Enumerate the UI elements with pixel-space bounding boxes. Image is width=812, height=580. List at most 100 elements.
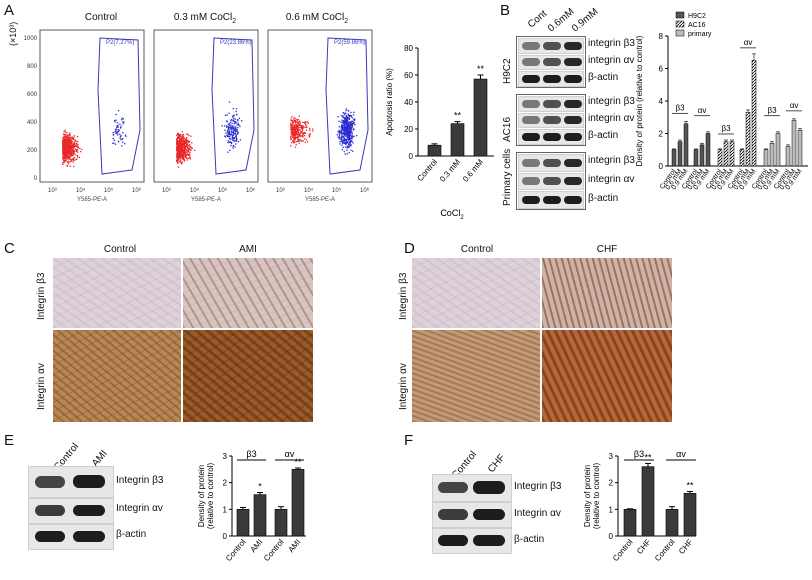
flow-gate-label: P2(59.86%) xyxy=(334,40,366,46)
y-tick-label: 2 xyxy=(609,479,614,488)
c-row-b3: Integrin β3 xyxy=(36,272,47,320)
x-tick-label: Control xyxy=(416,157,440,183)
bracket-label: β3 xyxy=(767,106,777,115)
c-ihc-ami-b3 xyxy=(183,258,313,328)
d-col-chf: CHF xyxy=(596,244,618,255)
b-band-label: β-actin xyxy=(588,129,619,141)
flow-plot-frame xyxy=(39,29,145,183)
b-blot-strip xyxy=(518,54,584,71)
x-tick-label: Control xyxy=(224,537,248,563)
bar xyxy=(641,466,655,537)
b-lane-0.9mm: 0.9mM xyxy=(570,6,601,35)
flow-x-tick: 10⁴ xyxy=(190,187,200,194)
legend-label: AC16 xyxy=(688,22,706,29)
y-tick-label: 3 xyxy=(609,452,614,461)
y-tick-label: 80 xyxy=(404,44,413,53)
d-row-b3: Integrin β3 xyxy=(398,272,409,320)
flow-plot-frame xyxy=(153,29,259,183)
bar xyxy=(274,509,288,537)
significance-mark: * xyxy=(258,482,262,492)
y-tick-label: 0 xyxy=(609,532,614,541)
panel-label-b: B xyxy=(500,2,511,19)
flow-plot-frame xyxy=(267,29,373,183)
bar xyxy=(693,149,699,167)
e-label-av: Integrin αv xyxy=(116,503,163,514)
bar xyxy=(785,146,791,167)
bar xyxy=(797,130,803,167)
b-group-box xyxy=(516,152,586,210)
y-axis-label: Density of protein xyxy=(583,465,592,527)
e-blot-actin xyxy=(28,524,114,550)
bar xyxy=(751,60,757,167)
bracket-label: αv xyxy=(676,449,686,459)
flow-x-caption: Y585-PE-A xyxy=(77,197,107,203)
b-blot-strip xyxy=(518,154,584,172)
flow-gate-label: P2(23.86%) xyxy=(220,40,252,46)
b-blot-strip xyxy=(518,112,584,129)
y-tick-label: 0 xyxy=(409,152,414,161)
y-tick-label: 4 xyxy=(659,97,664,106)
d-ihc-control-av xyxy=(412,330,540,422)
legend-swatch xyxy=(675,11,685,19)
flow-x-tick: 10⁵ xyxy=(332,187,342,194)
b-band-label: integrin αv xyxy=(588,55,635,66)
flow-x-tick: 10³ xyxy=(162,188,171,194)
y-tick-label: 2 xyxy=(659,130,664,139)
a-x-axis-label: CoCl2 xyxy=(440,208,464,221)
b-group-box xyxy=(516,94,586,146)
legend-swatch xyxy=(675,20,685,28)
flow-x-tick: 10⁴ xyxy=(304,187,314,194)
bar xyxy=(739,149,745,167)
c-ihc-control-av xyxy=(53,330,181,422)
legend-label: primary xyxy=(688,31,712,38)
c-row-av: Integrin αv xyxy=(36,363,47,410)
bar xyxy=(236,509,250,537)
panel-label-f: F xyxy=(404,432,414,449)
y-axis-label: Apoptosis ratio (%) xyxy=(385,68,394,136)
y-axis-label: Density of protein xyxy=(197,465,206,527)
x-tick-label: Control xyxy=(611,537,635,563)
panel-label-c: C xyxy=(4,240,15,257)
y-tick-label: 0 xyxy=(659,162,664,171)
bar xyxy=(723,141,729,167)
apoptosis-bar-chart: 0 20 40 60 80 Apoptosis ratio (%) Control ** 0.3… xyxy=(385,44,494,221)
c-ihc-ami-av xyxy=(183,330,313,422)
y-tick-label: 3 xyxy=(223,452,228,461)
flow-y-tick: 600 xyxy=(27,92,38,98)
b-density-bar-chart: 0 2 4 6 8 Density of protein (relative to con… xyxy=(635,11,808,191)
c-ihc-control-b3 xyxy=(53,258,181,328)
bar xyxy=(291,469,305,537)
y-tick-label: 20 xyxy=(404,125,413,134)
bar xyxy=(665,509,679,537)
y-tick-label: 0 xyxy=(223,532,228,541)
flow-x-tick: 10⁵ xyxy=(218,187,228,194)
b-lane-labels: Cont 0.6mM 0.9mM xyxy=(520,4,600,34)
flow-x-tick: 10⁵ xyxy=(104,187,114,194)
bar xyxy=(671,149,677,167)
b-lane-0.6mm: 0.6mM xyxy=(546,6,577,35)
bracket-label: αv xyxy=(744,38,753,47)
flow-x-tick: 10⁶ xyxy=(132,187,142,194)
x-tick-label: 0.3 mM xyxy=(438,157,462,183)
x-tick-label: AMI xyxy=(286,538,302,555)
flow-gate xyxy=(97,37,141,175)
y-tick-label: 8 xyxy=(659,32,664,41)
flow-title-0.3mm: 0.3 mM CoCl2 xyxy=(173,12,237,25)
b-band-label: integrin αv xyxy=(588,113,635,124)
b-group-label: Primary cells xyxy=(502,148,513,206)
bar xyxy=(729,141,735,167)
b-lane-cont: Cont xyxy=(526,8,550,31)
bar xyxy=(427,144,442,157)
f-lane-chf: CHF xyxy=(486,452,508,476)
bar xyxy=(775,133,781,167)
b-group-label: H9C2 xyxy=(502,58,513,84)
flow-y-tick: 0 xyxy=(34,176,38,182)
flow-gate-label: P2(7.27%) xyxy=(106,40,134,46)
legend-swatch xyxy=(675,29,685,37)
f-blot-actin xyxy=(432,528,512,554)
bar xyxy=(763,149,769,167)
significance-mark: ** xyxy=(454,111,462,121)
c-col-control: Control xyxy=(103,244,137,255)
significance-mark: ** xyxy=(294,457,302,467)
f-label-b3: Integrin β3 xyxy=(514,481,562,492)
